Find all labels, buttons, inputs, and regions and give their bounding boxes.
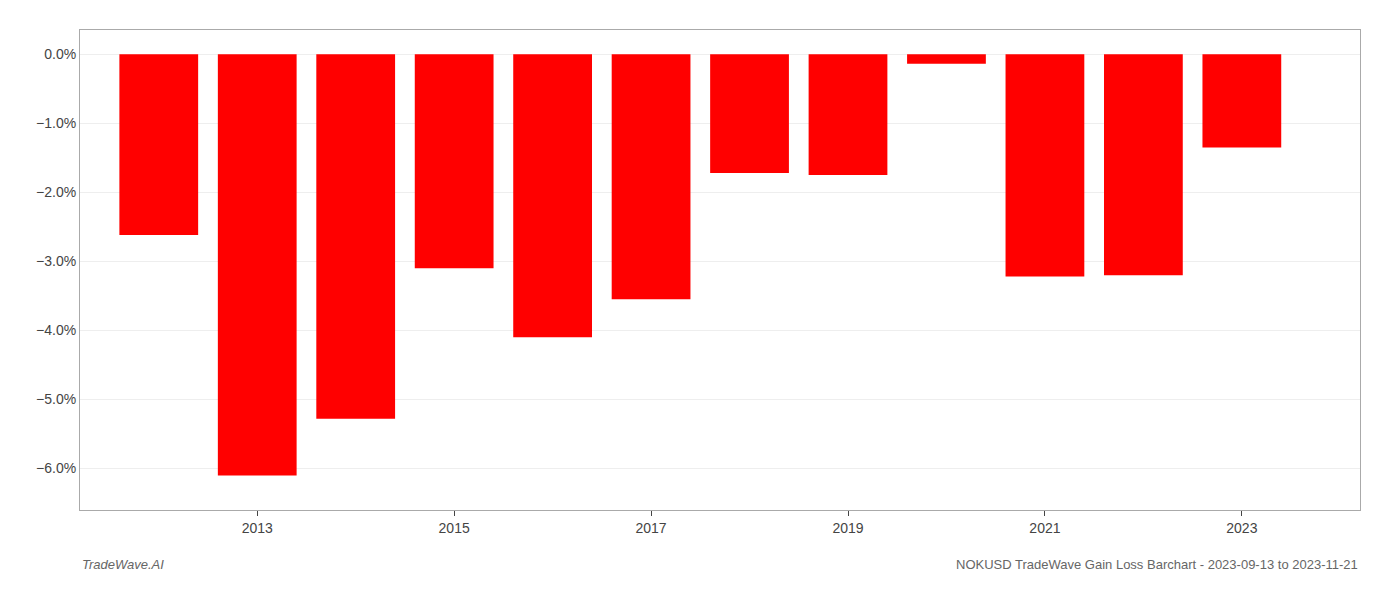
svg-text:NOKUSD TradeWave Gain Loss Bar: NOKUSD TradeWave Gain Loss Barchart - 20…: [956, 557, 1358, 572]
svg-text:2019: 2019: [832, 520, 863, 536]
svg-text:2021: 2021: [1029, 520, 1060, 536]
svg-text:−1.0%: −1.0%: [36, 115, 76, 131]
svg-text:2015: 2015: [439, 520, 470, 536]
svg-text:−3.0%: −3.0%: [36, 253, 76, 269]
svg-text:0.0%: 0.0%: [44, 46, 76, 62]
svg-text:2017: 2017: [636, 520, 667, 536]
svg-text:TradeWave.AI: TradeWave.AI: [82, 557, 164, 572]
svg-text:2023: 2023: [1226, 520, 1257, 536]
svg-text:−2.0%: −2.0%: [36, 184, 76, 200]
svg-text:−6.0%: −6.0%: [36, 460, 76, 476]
svg-text:−4.0%: −4.0%: [36, 322, 76, 338]
svg-text:2013: 2013: [242, 520, 273, 536]
svg-text:−5.0%: −5.0%: [36, 391, 76, 407]
